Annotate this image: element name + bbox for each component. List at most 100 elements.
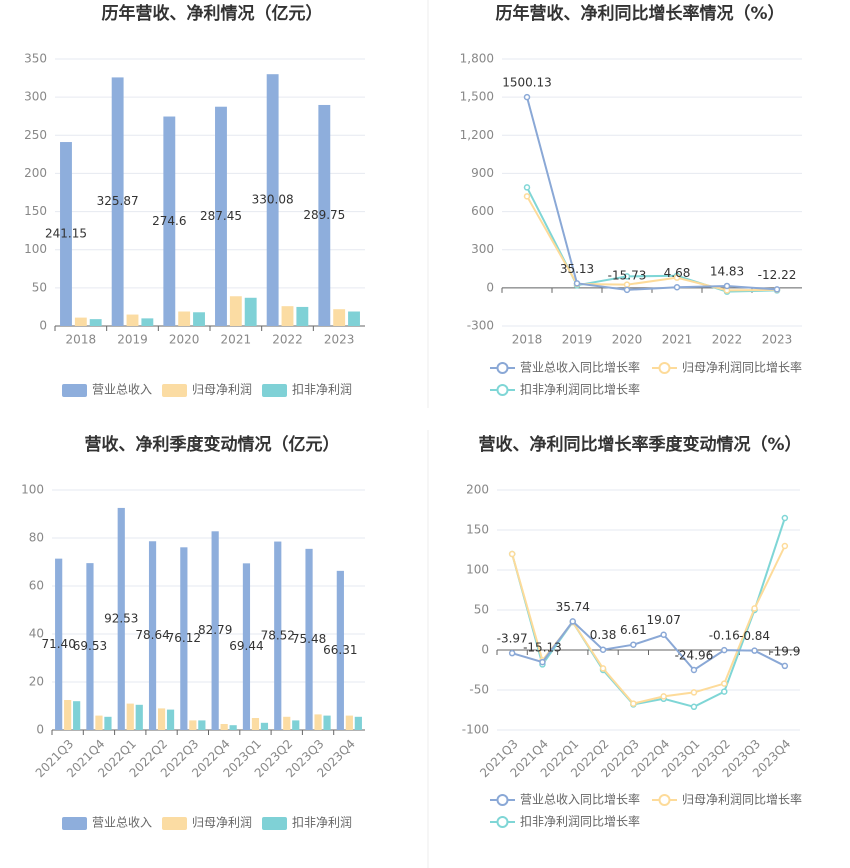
legend-label: 营业总收入同比增长率 [520,792,640,807]
point [569,618,576,625]
data-label: 6.61 [620,623,647,637]
point [523,93,531,101]
y-tick-label: 50 [32,280,47,294]
bar [229,296,242,326]
bar [292,720,300,730]
legend-swatch [496,794,509,806]
data-label: 1500.13 [502,76,552,90]
point [623,281,631,288]
bar [135,704,143,730]
chart-title: 营收、净利同比增长率季度变动情况（%） [478,434,801,455]
legend-label: 扣非净利润同比增长率 [520,814,640,829]
line [511,619,786,672]
bar [117,507,125,730]
y-tick-label: 40 [29,627,44,641]
bar [244,297,257,326]
bar [95,715,103,730]
legend-swatch [496,816,509,828]
point [660,693,667,700]
line [526,96,778,291]
point [773,286,781,293]
y-tick-label: 0 [486,280,494,294]
point [723,282,731,290]
data-label: 14.83 [710,264,744,278]
y-tick-label: 200 [24,166,47,180]
y-tick-label: -100 [462,723,489,737]
point [523,184,531,191]
data-label: 69.53 [73,639,107,653]
legend-swatch [658,794,671,806]
y-tick-label: 1,200 [460,128,494,142]
data-label: -15.13 [523,641,562,655]
y-tick-label: 200 [466,483,489,497]
bar [348,311,360,326]
y-tick-label: 350 [24,52,47,66]
bar [55,558,63,730]
y-tick-label: 900 [471,166,494,180]
point [630,700,637,707]
y-tick-label: 1,500 [460,90,494,104]
data-label: 19.07 [646,613,680,627]
bar [60,142,72,326]
data-label: 325.87 [97,194,139,208]
bar [242,563,251,730]
legend-swatch [262,817,287,830]
data-label: -15.73 [608,268,647,282]
x-tick-label: 2019 [117,333,148,347]
point [781,662,789,670]
bar [229,725,237,730]
point [623,273,631,280]
chart-title: 历年营收、净利同比增长率情况（%） [495,3,784,24]
bar [198,720,206,730]
x-tick-label: 2018 [512,333,543,347]
bar [64,700,72,730]
chart-title: 历年营收、净利情况（亿元） [102,3,323,24]
data-label: -19.9 [769,644,800,658]
data-label: 35.74 [556,600,590,614]
legend-swatch [496,362,509,374]
legend-label: 营业总收入 [92,816,152,830]
point [630,641,637,648]
bar [283,716,291,730]
y-tick-label: 600 [471,204,494,218]
bar [318,104,331,326]
x-tick-label: 2022 [272,333,303,347]
y-tick-label: 150 [24,204,47,218]
data-label: -0.84 [739,629,770,643]
bar [305,548,313,730]
data-label: 76.12 [167,631,201,645]
point [751,647,758,654]
y-tick-label: 50 [474,603,489,617]
point [751,605,758,612]
point [721,680,728,687]
data-label: 35.13 [560,262,594,276]
bar [126,703,134,730]
bar [296,306,309,326]
data-label: 0.38 [590,628,617,642]
bar [141,318,154,326]
bar [74,317,87,326]
data-label: 75.48 [292,632,326,646]
bar [189,720,197,730]
legend-label: 扣非净利润同比增长率 [520,382,640,397]
bar [193,312,205,326]
legend-label: 扣非净利润 [292,383,352,397]
point [690,703,698,711]
x-tick-label: 2020 [169,333,200,347]
legend-swatch [62,817,87,830]
bar [166,709,175,730]
data-label: 4.68 [664,266,691,280]
data-label: 78.64 [135,628,169,642]
bar [314,714,322,730]
point [721,646,728,654]
x-tick-label: 2022 [712,333,743,347]
point [690,689,698,696]
data-label: -0.16 [709,629,740,643]
bar [215,106,227,327]
bar [126,314,139,326]
point [523,193,531,200]
chart-title: 营收、净利季度变动情况（亿元） [85,434,340,455]
data-label: 82.79 [198,623,232,637]
legend-swatch [162,817,187,830]
bar [148,541,157,730]
